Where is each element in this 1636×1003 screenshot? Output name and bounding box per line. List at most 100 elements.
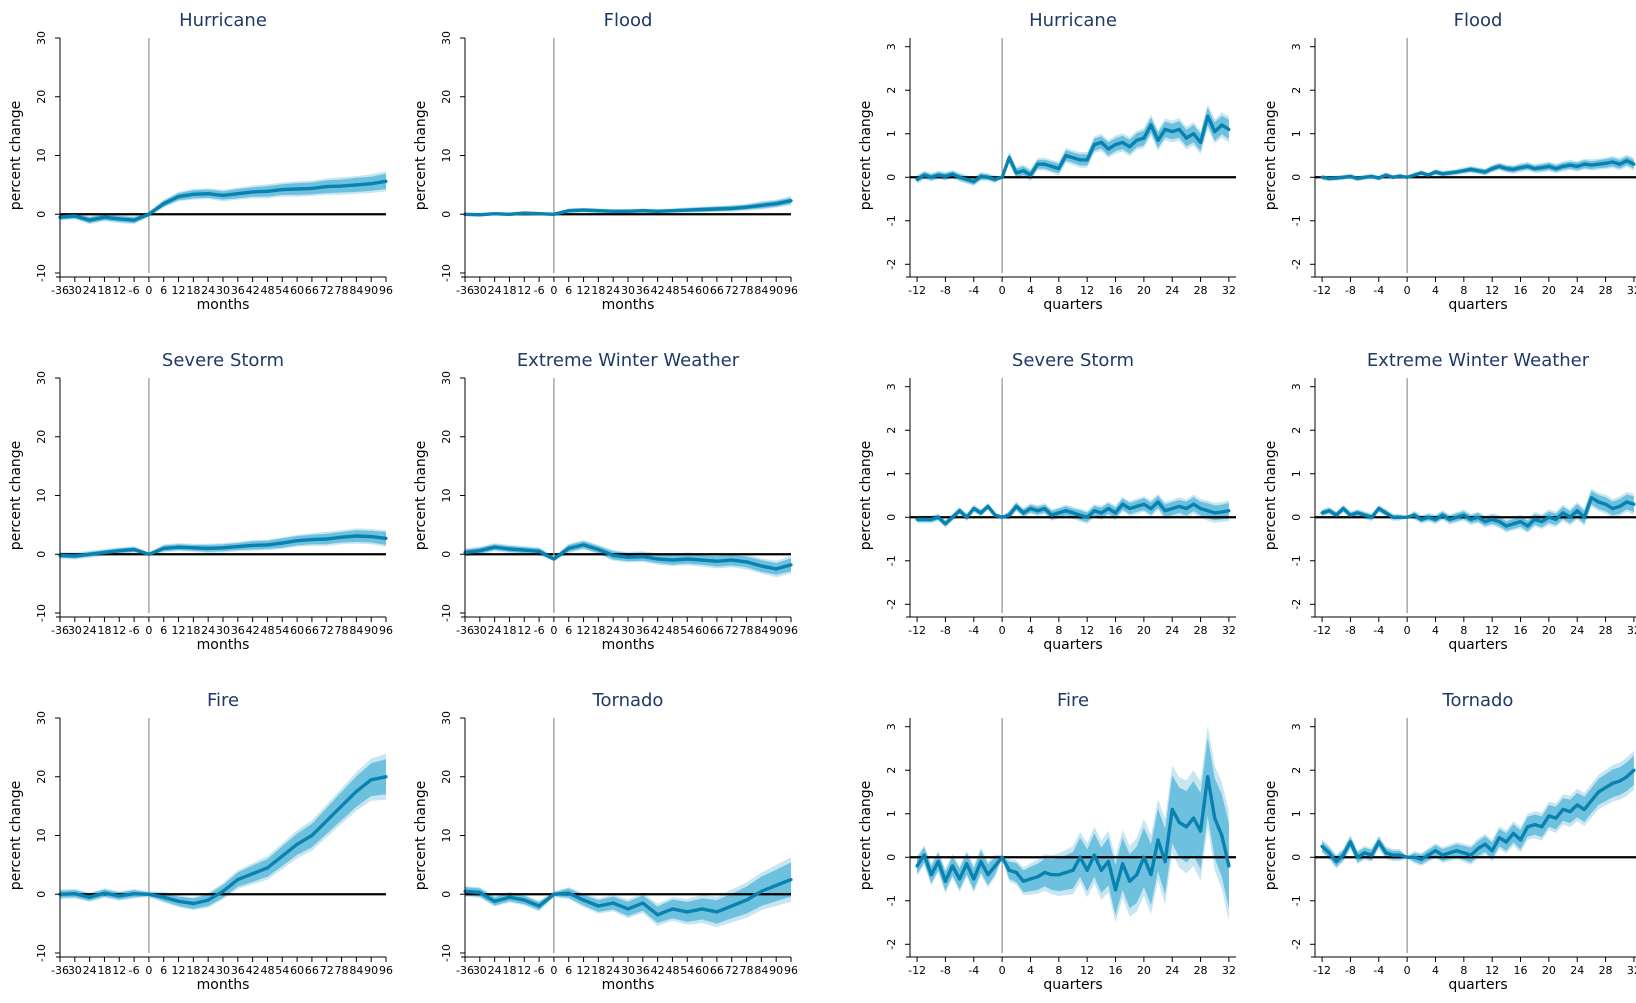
x-tick-label: 84 [754, 964, 768, 977]
data-point [507, 547, 512, 551]
data-point [310, 537, 314, 542]
data-point [1504, 840, 1508, 844]
data-point [1511, 831, 1516, 835]
x-tick-label: 0 [999, 624, 1006, 637]
data-point [1000, 855, 1004, 859]
x-tick-label: 90 [769, 624, 783, 637]
data-point [950, 172, 955, 176]
data-point [265, 543, 270, 547]
y-tick-label: -10 [35, 944, 48, 962]
data-point [1440, 172, 1445, 176]
y-tick-label: 3 [885, 723, 898, 730]
data-point [1440, 853, 1445, 857]
data-point [1455, 515, 1459, 519]
x-tick-label: 24 [1165, 964, 1179, 977]
y-axis-label: percent change [1263, 101, 1279, 211]
x-tick-label: 96 [784, 624, 798, 637]
y-tick-label: 30 [440, 371, 453, 385]
data-point [1504, 524, 1508, 528]
data-point [1497, 836, 1501, 840]
y-tick-label: 20 [440, 770, 453, 784]
x-tick-label: 96 [784, 964, 798, 977]
data-point [132, 218, 136, 222]
data-point [1163, 509, 1167, 513]
data-point [1589, 799, 1593, 803]
data-point [1092, 143, 1096, 147]
x-tick-label: 20 [1137, 964, 1151, 977]
y-tick-label: -1 [1290, 555, 1303, 566]
data-point [1568, 809, 1572, 814]
y-tick-label: 20 [35, 770, 48, 784]
x-tick-label: 24 [83, 284, 97, 297]
data-point [1341, 175, 1345, 179]
data-point [656, 913, 660, 917]
data-point [958, 175, 962, 179]
x-tick-label: 8 [1055, 624, 1062, 637]
data-point [670, 907, 675, 911]
y-tick-label: 30 [440, 711, 453, 725]
data-point [1028, 173, 1033, 177]
x-tick-label: 24 [83, 624, 97, 637]
x-tick-label: 6 [160, 284, 167, 297]
data-point [670, 209, 675, 213]
x-tick-label: 54 [680, 624, 694, 637]
x-tick-label: 6 [565, 964, 572, 977]
confidence-band-inner [1322, 491, 1634, 532]
x-tick-label: -4 [1373, 624, 1384, 637]
x-tick-label: 18 [502, 624, 516, 637]
data-point [1618, 504, 1622, 508]
y-tick-label: 0 [1290, 854, 1303, 861]
y-tick-label: 1 [885, 810, 898, 817]
data-point [1227, 509, 1231, 513]
x-tick-label: 30 [216, 964, 230, 977]
y-tick-label: 0 [440, 211, 453, 218]
data-point [162, 546, 166, 550]
data-point [537, 212, 541, 216]
data-point [1000, 515, 1004, 519]
data-point [943, 174, 948, 178]
x-tick-label: 8 [1460, 964, 1467, 977]
data-point [1540, 166, 1544, 170]
data-point [1085, 515, 1089, 519]
data-point [1184, 136, 1188, 140]
x-axis-label: months [602, 977, 655, 993]
data-point [1149, 873, 1153, 877]
x-tick-label: 84 [754, 624, 768, 637]
data-point [1177, 820, 1181, 825]
x-tick-label: 30 [621, 284, 635, 297]
data-point [1135, 504, 1139, 508]
data-point [1433, 517, 1438, 522]
y-tick-label: 1 [1290, 470, 1303, 477]
x-tick-label: 42 [651, 964, 665, 977]
x-tick-label: 72 [725, 284, 739, 297]
x-tick-label: 66 [710, 964, 724, 977]
data-point [915, 517, 919, 522]
data-point [1384, 511, 1388, 515]
data-point [1341, 506, 1345, 511]
data-point [744, 205, 749, 209]
data-point [369, 182, 373, 186]
data-point [929, 517, 933, 522]
x-tick-label: -4 [968, 964, 979, 977]
data-point [993, 177, 997, 182]
x-tick-label: 42 [246, 284, 260, 297]
x-tick-label: 30 [68, 284, 82, 297]
data-point [936, 860, 940, 864]
y-tick-label: -1 [1290, 895, 1303, 906]
x-tick-label: 16 [1514, 964, 1528, 977]
confidence-band-inner [917, 737, 1229, 916]
data-point [1469, 167, 1473, 172]
x-tick-label: 4 [1027, 284, 1034, 297]
x-tick-label: 32 [1627, 284, 1636, 297]
data-point [1504, 166, 1508, 171]
data-point [1064, 509, 1068, 513]
data-point [1220, 833, 1224, 838]
data-point [922, 173, 926, 177]
data-point [251, 190, 255, 194]
x-axis-label: quarters [1043, 977, 1102, 993]
data-point [1206, 509, 1210, 513]
data-point [1476, 846, 1480, 851]
data-point [1547, 164, 1551, 168]
